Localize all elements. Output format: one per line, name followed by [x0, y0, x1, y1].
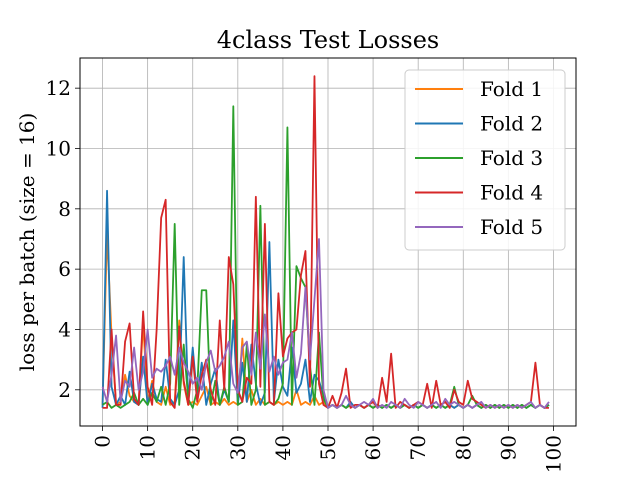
- legend-label: Fold 4: [480, 181, 543, 205]
- x-tick-label: 90: [496, 435, 520, 460]
- y-tick-label: 6: [58, 257, 71, 281]
- x-tick-label: 20: [181, 435, 205, 460]
- ticks: 0 10 20 30 40 50 60 70 80 90 100 2 4 6 8 10 12: [46, 76, 566, 473]
- x-tick-label: 70: [406, 435, 430, 460]
- x-tick-label: 0: [91, 435, 115, 448]
- x-tick-label: 100: [541, 435, 565, 473]
- legend: Fold 1 Fold 2 Fold 3 Fold 4 Fold 5: [404, 69, 566, 251]
- legend-label: Fold 3: [480, 146, 543, 170]
- y-tick-label: 12: [46, 76, 71, 100]
- legend-label: Fold 2: [480, 112, 543, 136]
- x-tick-label: 10: [136, 435, 160, 460]
- series-line-fold-4: [102, 75, 549, 409]
- legend-box: [404, 69, 566, 251]
- y-tick-label: 4: [58, 317, 71, 341]
- x-tick-label: 30: [226, 435, 250, 460]
- legend-label: Fold 5: [480, 215, 543, 239]
- x-tick-label: 40: [271, 435, 295, 460]
- legend-label: Fold 1: [480, 77, 543, 101]
- x-tick-label: 80: [451, 435, 475, 460]
- y-tick-label: 8: [58, 197, 71, 221]
- x-tick-label: 50: [316, 435, 340, 460]
- chart-title: 4class Test Losses: [217, 26, 439, 54]
- y-tick-label: 2: [58, 378, 71, 402]
- series-line-fold-5: [101, 238, 550, 409]
- y-axis-label: loss per batch (size = 16): [15, 113, 39, 372]
- y-tick-label: 10: [46, 136, 71, 160]
- series-group: [101, 75, 550, 409]
- x-tick-label: 60: [361, 435, 385, 460]
